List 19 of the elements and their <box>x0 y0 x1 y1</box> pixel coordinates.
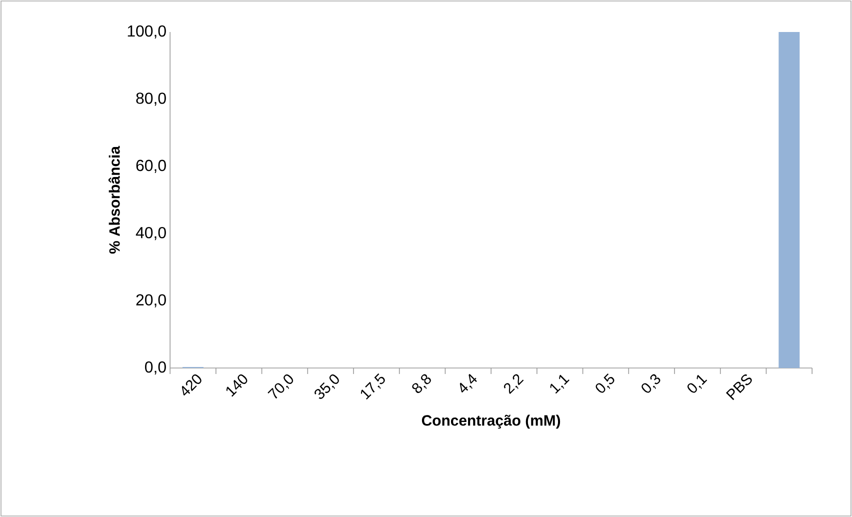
y-tick-label: 40,0 <box>136 227 166 240</box>
x-tick-label: 4,4 <box>460 374 477 393</box>
x-tick-label: 35,0 <box>314 374 339 399</box>
x-tick-label: 420 <box>182 374 202 396</box>
y-tick-label: 60,0 <box>136 160 166 173</box>
x-tick-label: 8,8 <box>412 374 431 394</box>
y-tick-label: 0,0 <box>145 361 166 375</box>
x-tick-label: 0,5 <box>596 374 614 393</box>
x-tick-label: 0,1 <box>687 374 708 393</box>
y-axis-title: % Absorbância <box>108 146 120 254</box>
x-tick-label: 70,0 <box>268 374 294 399</box>
y-tick-label: 80,0 <box>136 92 166 106</box>
x-tick-label: 0,3 <box>642 374 660 393</box>
x-tick-label: 2,2 <box>504 374 524 394</box>
x-axis-title: Concentração (mM) <box>422 414 560 429</box>
y-tick-label: 20,0 <box>136 294 166 308</box>
x-tick-label: 140 <box>226 374 248 397</box>
x-tick-label: 1,1 <box>550 374 570 394</box>
y-tick-label: 100,0 <box>128 25 166 39</box>
